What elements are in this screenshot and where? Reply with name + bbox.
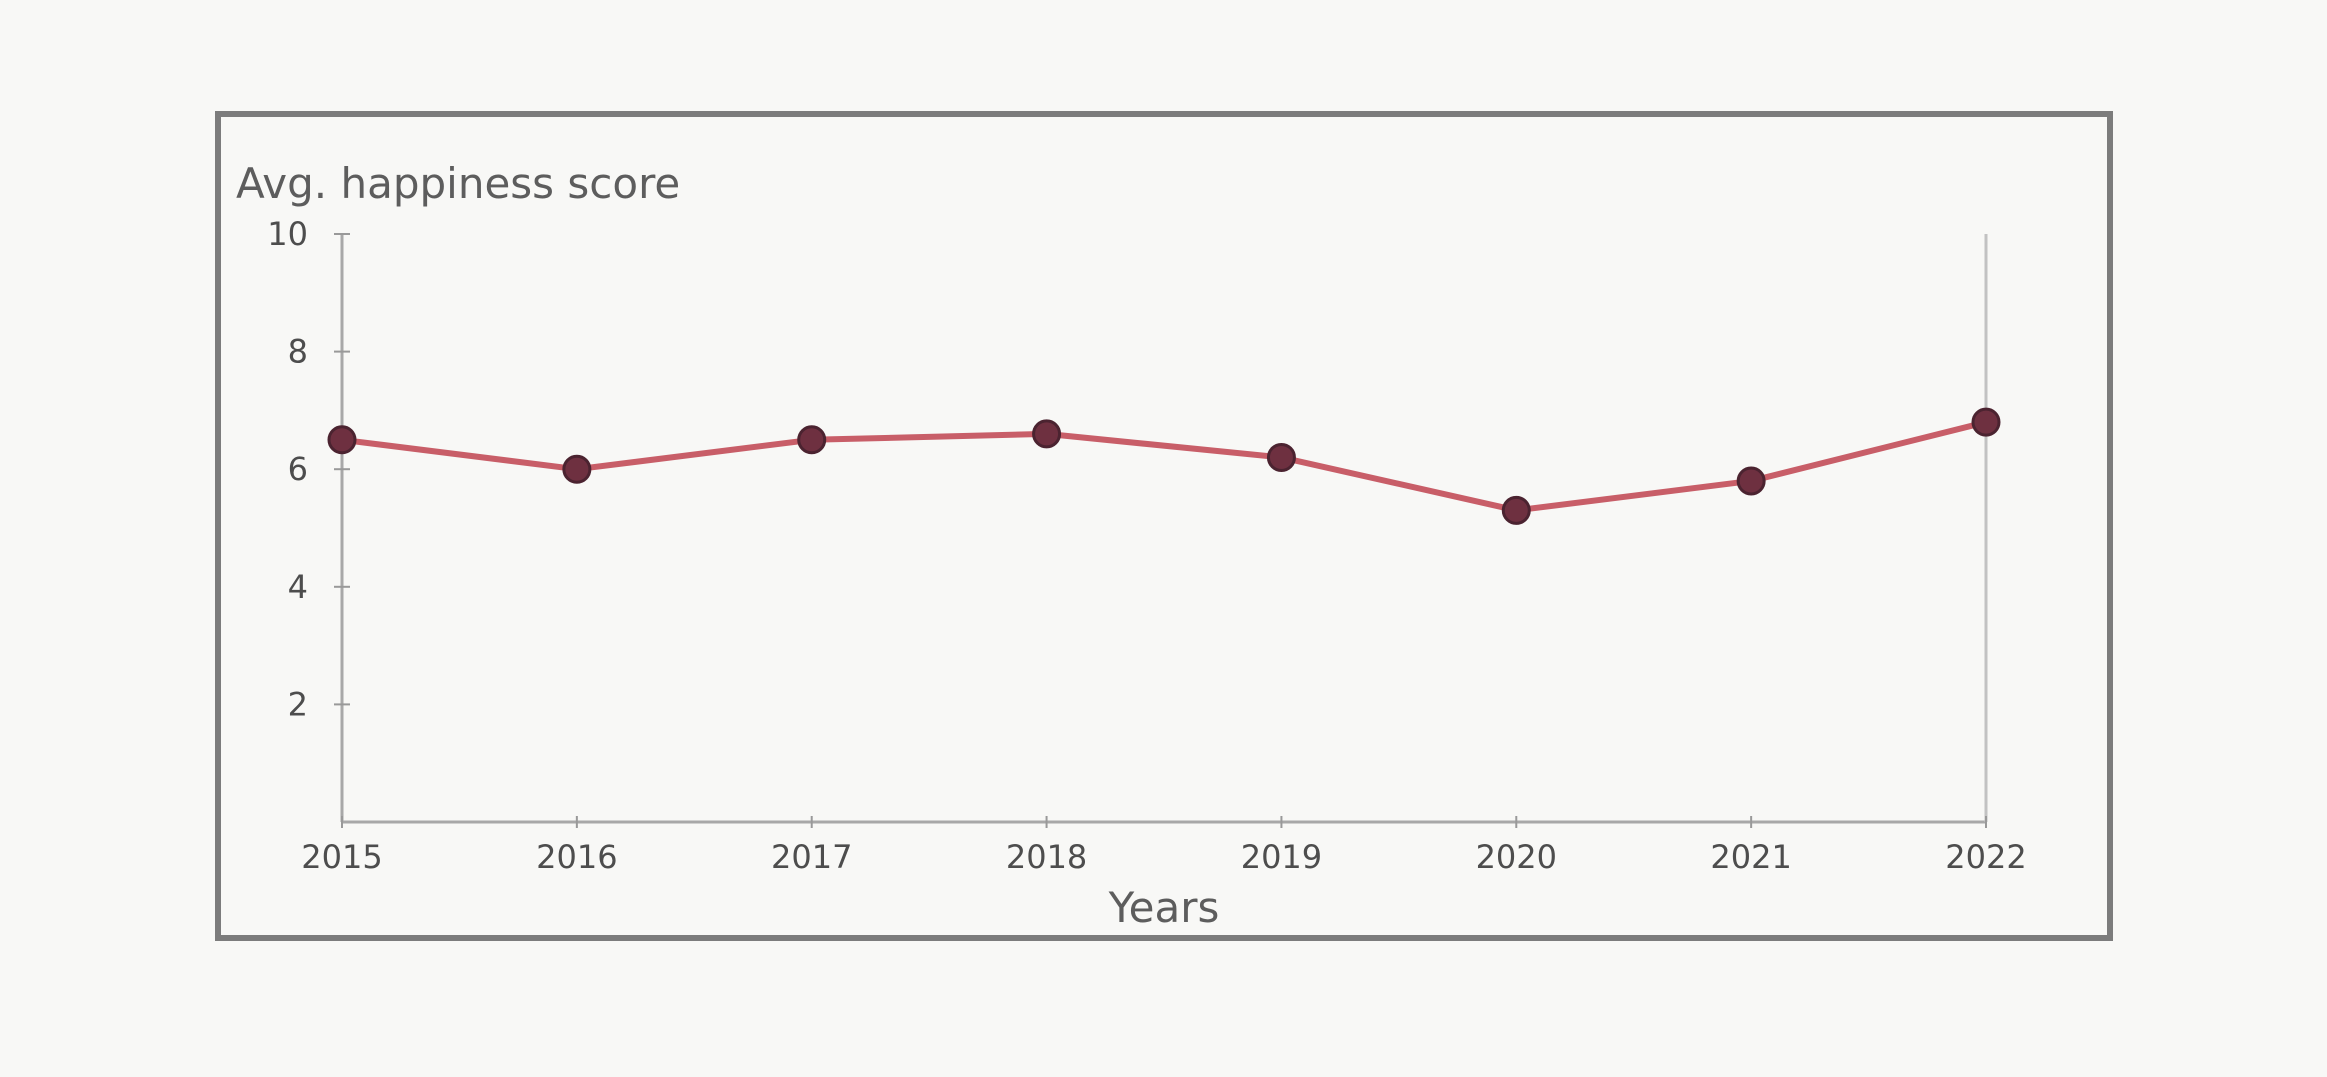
x-tick-label: 2015 (301, 838, 382, 876)
data-point (1736, 466, 1766, 496)
x-axis-title: Years (1108, 883, 1220, 932)
x-tick-label: 2019 (1241, 838, 1322, 876)
x-tick-label: 2016 (536, 838, 617, 876)
x-tick-group: 2015 2016 2017 2018 2019 2020 2021 2022 (301, 816, 2027, 876)
y-tick-group: 2 4 6 8 10 (267, 215, 350, 723)
x-tick-label: 2021 (1710, 838, 1791, 876)
series-line (339, 419, 1989, 514)
data-point (1501, 495, 1531, 525)
y-tick-label: 6 (288, 450, 308, 488)
data-point (1266, 442, 1296, 472)
data-point (797, 425, 827, 455)
x-tick-label: 2018 (1006, 838, 1087, 876)
data-point (327, 425, 357, 455)
chart-frame (215, 111, 2113, 941)
series-group (327, 407, 2001, 525)
data-point (562, 454, 592, 484)
y-tick-label: 4 (288, 568, 308, 606)
x-tick-label: 2020 (1476, 838, 1557, 876)
y-tick-label: 8 (288, 333, 308, 371)
y-tick-label: 10 (267, 215, 308, 253)
y-tick-label: 2 (288, 685, 308, 723)
y-axis-title: Avg. happiness score (236, 159, 680, 208)
data-point (1032, 419, 1062, 449)
x-tick-label: 2022 (1945, 838, 2026, 876)
x-tick-label: 2017 (771, 838, 852, 876)
data-point (1971, 407, 2001, 437)
